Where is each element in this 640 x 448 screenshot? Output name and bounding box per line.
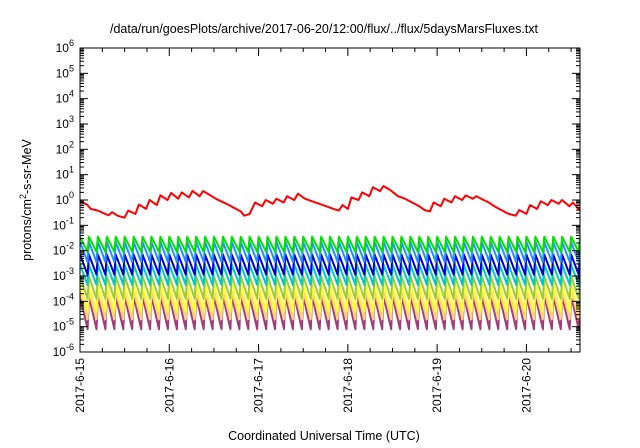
series-layer <box>80 185 580 331</box>
y-tick-label: 10-4 <box>53 291 74 308</box>
series-line-1 <box>80 185 580 219</box>
y-tick-label: 105 <box>56 63 74 80</box>
y-tick-label: 10-2 <box>53 241 74 258</box>
y-tick-label: 104 <box>56 89 74 106</box>
y-tick-label: 103 <box>56 114 74 131</box>
plot-frame <box>79 47 581 353</box>
y-tick-label: 100 <box>56 190 74 207</box>
x-tick-label: 2017-6-19 <box>430 358 444 413</box>
y-tick-label: 106 <box>56 38 74 55</box>
y-tick-label: 10-1 <box>53 215 74 232</box>
series-line-2 <box>80 235 580 253</box>
y-tick-label: 102 <box>56 139 74 156</box>
y-tick-label: 10-5 <box>53 317 74 334</box>
chart-title: /data/run/goesPlots/archive/2017-06-20/1… <box>109 22 538 36</box>
y-tick-label: 101 <box>56 165 74 182</box>
x-tick-label: 2017-6-16 <box>162 358 176 413</box>
x-tick-label: 2017-6-15 <box>73 358 87 413</box>
ticks-layer: 10-6 10-5 10-4 10-3 10-2 10-1 100 101 102 103 104 1… <box>53 38 580 413</box>
y-tick-label: 10-3 <box>53 266 74 283</box>
x-axis-label: Coordinated Universal Time (UTC) <box>228 429 420 443</box>
x-tick-label: 2017-6-18 <box>341 358 355 413</box>
x-tick-label: 2017-6-20 <box>519 358 533 413</box>
x-tick-label: 2017-6-17 <box>252 358 266 413</box>
y-tick-label: 10-6 <box>53 342 74 359</box>
